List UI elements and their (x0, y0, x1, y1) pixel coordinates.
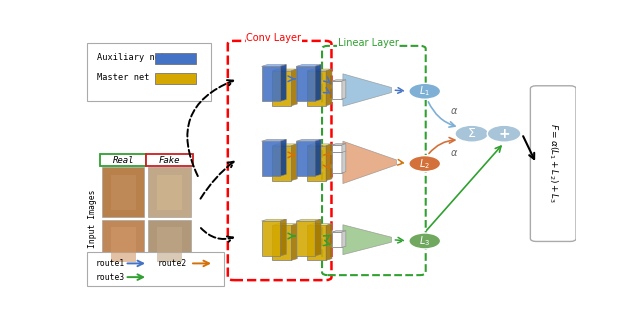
Polygon shape (342, 151, 346, 173)
Bar (156, 53, 196, 64)
Polygon shape (262, 64, 286, 66)
Polygon shape (315, 219, 321, 256)
Polygon shape (262, 219, 286, 221)
Polygon shape (342, 144, 346, 152)
FancyBboxPatch shape (147, 155, 193, 166)
Polygon shape (326, 69, 332, 106)
Polygon shape (296, 219, 321, 221)
Bar (262, 221, 280, 256)
Text: route3: route3 (96, 273, 125, 282)
Polygon shape (343, 141, 396, 184)
Bar (148, 220, 191, 270)
Polygon shape (332, 231, 346, 232)
Bar (111, 227, 136, 262)
Bar (273, 226, 291, 260)
Bar (332, 232, 342, 248)
Polygon shape (296, 64, 321, 66)
Circle shape (487, 125, 521, 142)
Text: +: + (499, 127, 510, 141)
Polygon shape (326, 144, 332, 180)
Bar (307, 146, 326, 180)
Polygon shape (326, 224, 332, 260)
Bar (156, 73, 196, 84)
Text: $F=\alpha(L_1+L_2)+L_3$: $F=\alpha(L_1+L_2)+L_3$ (547, 123, 559, 204)
Polygon shape (332, 144, 346, 145)
Polygon shape (307, 144, 332, 146)
Text: $L_2$: $L_2$ (419, 157, 430, 170)
Text: $L_3$: $L_3$ (419, 234, 430, 248)
Polygon shape (343, 74, 392, 106)
FancyBboxPatch shape (100, 155, 147, 166)
Circle shape (409, 83, 440, 99)
Bar (296, 141, 315, 176)
Bar (102, 168, 145, 217)
Bar (102, 220, 145, 270)
Polygon shape (296, 139, 321, 141)
FancyBboxPatch shape (531, 86, 576, 241)
Polygon shape (315, 64, 321, 101)
Polygon shape (307, 224, 332, 226)
Text: Linear Layer: Linear Layer (338, 38, 399, 48)
Polygon shape (280, 219, 286, 256)
Text: route2: route2 (158, 260, 187, 268)
Text: Master net: Master net (97, 73, 149, 82)
Text: $L_1$: $L_1$ (419, 84, 430, 98)
Text: $\alpha$: $\alpha$ (449, 106, 458, 116)
Polygon shape (273, 144, 297, 146)
Polygon shape (332, 151, 346, 152)
Text: route1: route1 (96, 260, 125, 268)
Bar (307, 226, 326, 260)
Polygon shape (291, 224, 297, 260)
Text: $\Sigma$: $\Sigma$ (467, 127, 476, 140)
Polygon shape (291, 69, 297, 106)
Bar (332, 81, 342, 99)
Text: $\alpha$: $\alpha$ (449, 148, 458, 158)
FancyBboxPatch shape (87, 252, 224, 286)
Bar (332, 145, 342, 152)
Polygon shape (280, 64, 286, 101)
Bar (262, 66, 280, 101)
Text: Auxiliary net: Auxiliary net (97, 53, 165, 62)
Polygon shape (273, 69, 297, 71)
Bar (296, 221, 315, 256)
Polygon shape (280, 139, 286, 176)
Bar (262, 141, 280, 176)
Polygon shape (342, 80, 346, 99)
Text: Real: Real (113, 156, 134, 165)
Bar (332, 152, 342, 173)
Bar (296, 66, 315, 101)
Polygon shape (343, 225, 392, 255)
Bar (111, 175, 136, 210)
Polygon shape (273, 224, 297, 226)
Bar (273, 71, 291, 106)
Bar (273, 146, 291, 180)
Bar (148, 168, 191, 217)
Text: Fake: Fake (159, 156, 180, 165)
Polygon shape (315, 139, 321, 176)
Circle shape (409, 156, 440, 172)
Polygon shape (332, 80, 346, 81)
Polygon shape (342, 231, 346, 248)
Text: Conv Layer: Conv Layer (246, 33, 301, 43)
Circle shape (455, 125, 489, 142)
Circle shape (409, 233, 440, 249)
FancyBboxPatch shape (87, 43, 211, 101)
Polygon shape (291, 144, 297, 180)
Bar (157, 227, 182, 262)
Bar (307, 71, 326, 106)
Text: Input Images: Input Images (88, 189, 97, 248)
Polygon shape (262, 139, 286, 141)
Bar (157, 175, 182, 210)
Polygon shape (307, 69, 332, 71)
